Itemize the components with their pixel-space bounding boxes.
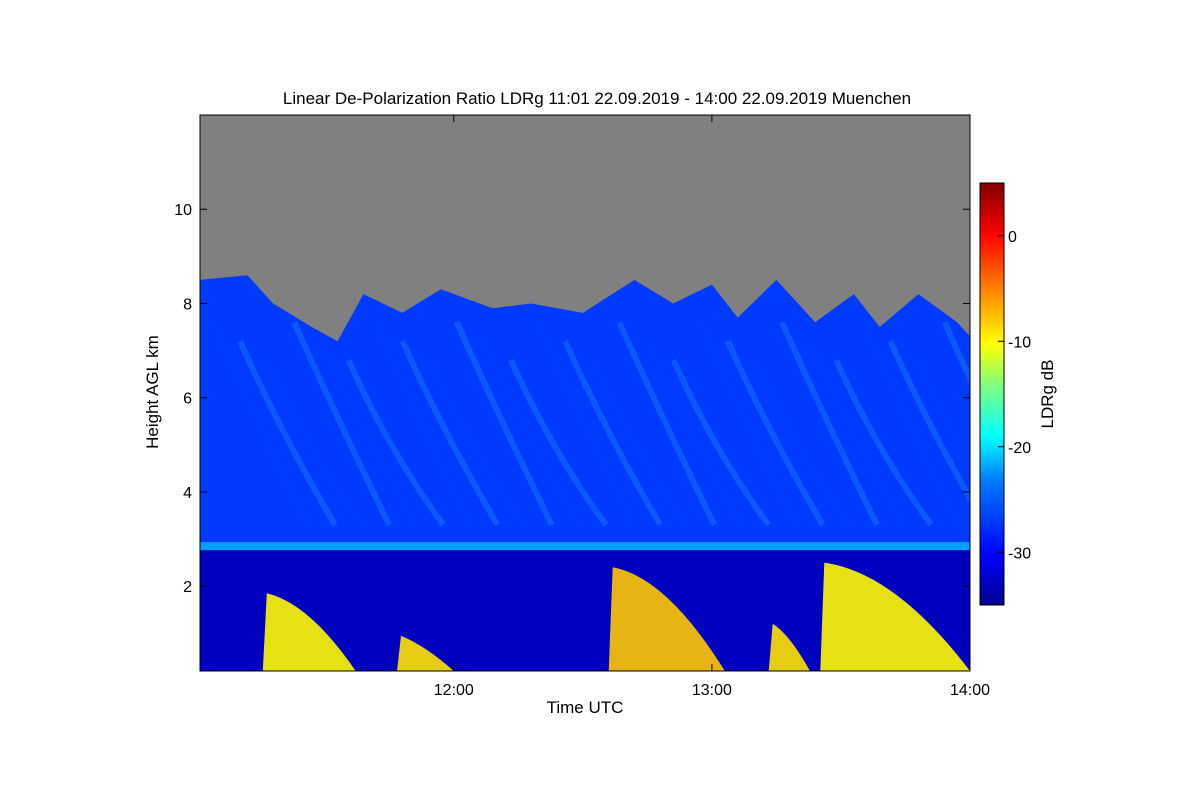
y-tick-label: 8 bbox=[183, 296, 192, 313]
fall-streak bbox=[861, 321, 961, 526]
fall-streak bbox=[644, 340, 744, 526]
fall-streak bbox=[616, 321, 718, 527]
y-tick-label: 10 bbox=[174, 202, 192, 219]
fall-streak bbox=[265, 359, 364, 527]
colorbar-tick-label: -20 bbox=[1008, 440, 1031, 457]
fall-streak bbox=[508, 358, 609, 527]
fall-streak bbox=[291, 321, 392, 527]
fall-streak bbox=[399, 339, 501, 527]
fall-streak bbox=[670, 358, 772, 527]
fall-streak bbox=[536, 321, 635, 526]
fall-streak bbox=[373, 321, 473, 526]
colorbar: 0 -10 -20 -30 LDRg dB bbox=[979, 182, 1057, 606]
boundary-layer-echo bbox=[820, 562, 970, 671]
melting-layer-band bbox=[200, 542, 970, 551]
colorbar-tick-label: -10 bbox=[1008, 334, 1031, 351]
fall-streak bbox=[562, 339, 663, 527]
colorbar-gradient bbox=[979, 182, 1005, 606]
colorbar-tick-label: -30 bbox=[1008, 545, 1031, 562]
fall-streak bbox=[345, 358, 446, 527]
fall-streak bbox=[454, 321, 555, 527]
fall-streak bbox=[698, 321, 798, 526]
boundary-layer-echo bbox=[608, 567, 725, 671]
fall-streak bbox=[211, 321, 310, 526]
fall-streaks bbox=[211, 321, 970, 527]
y-tick-label: 4 bbox=[183, 485, 192, 502]
y-axis-label: Height AGL km bbox=[143, 335, 162, 449]
boundary-layer-echo bbox=[397, 635, 454, 671]
fall-streak bbox=[779, 321, 880, 527]
boundary-layer-echo bbox=[262, 593, 356, 671]
chart-title: Linear De-Polarization Ratio LDRg 11:01 … bbox=[283, 89, 911, 108]
plot-frame bbox=[199, 114, 971, 672]
x-axis-label: Time UTC bbox=[547, 698, 624, 717]
fall-streak bbox=[915, 359, 970, 465]
fall-streak bbox=[427, 359, 527, 527]
fall-streak bbox=[753, 359, 852, 527]
x-tick-label: 12:00 bbox=[434, 682, 474, 699]
boundary-layer-echo bbox=[768, 623, 810, 671]
ice-cloud-region bbox=[200, 275, 970, 547]
fall-streak bbox=[482, 340, 581, 526]
fall-streak bbox=[725, 339, 826, 527]
fall-streak bbox=[887, 339, 970, 505]
y-tick-label: 6 bbox=[183, 391, 192, 408]
fall-streak bbox=[807, 340, 906, 526]
fall-streak bbox=[941, 321, 970, 386]
colorbar-tick-label: 0 bbox=[1008, 229, 1017, 246]
x-axis: 12:00 13:00 14:00 bbox=[434, 115, 990, 699]
y-axis: 2 4 6 8 10 bbox=[174, 202, 970, 596]
fall-streak bbox=[590, 359, 689, 527]
x-tick-label: 14:00 bbox=[950, 682, 990, 699]
y-tick-label: 2 bbox=[183, 579, 192, 596]
fall-streak bbox=[833, 358, 934, 527]
fall-streak bbox=[237, 339, 338, 527]
fall-streak bbox=[319, 340, 419, 526]
x-tick-label: 13:00 bbox=[692, 682, 732, 699]
plot-area bbox=[200, 115, 970, 671]
colorbar-label: LDRg dB bbox=[1038, 360, 1057, 429]
